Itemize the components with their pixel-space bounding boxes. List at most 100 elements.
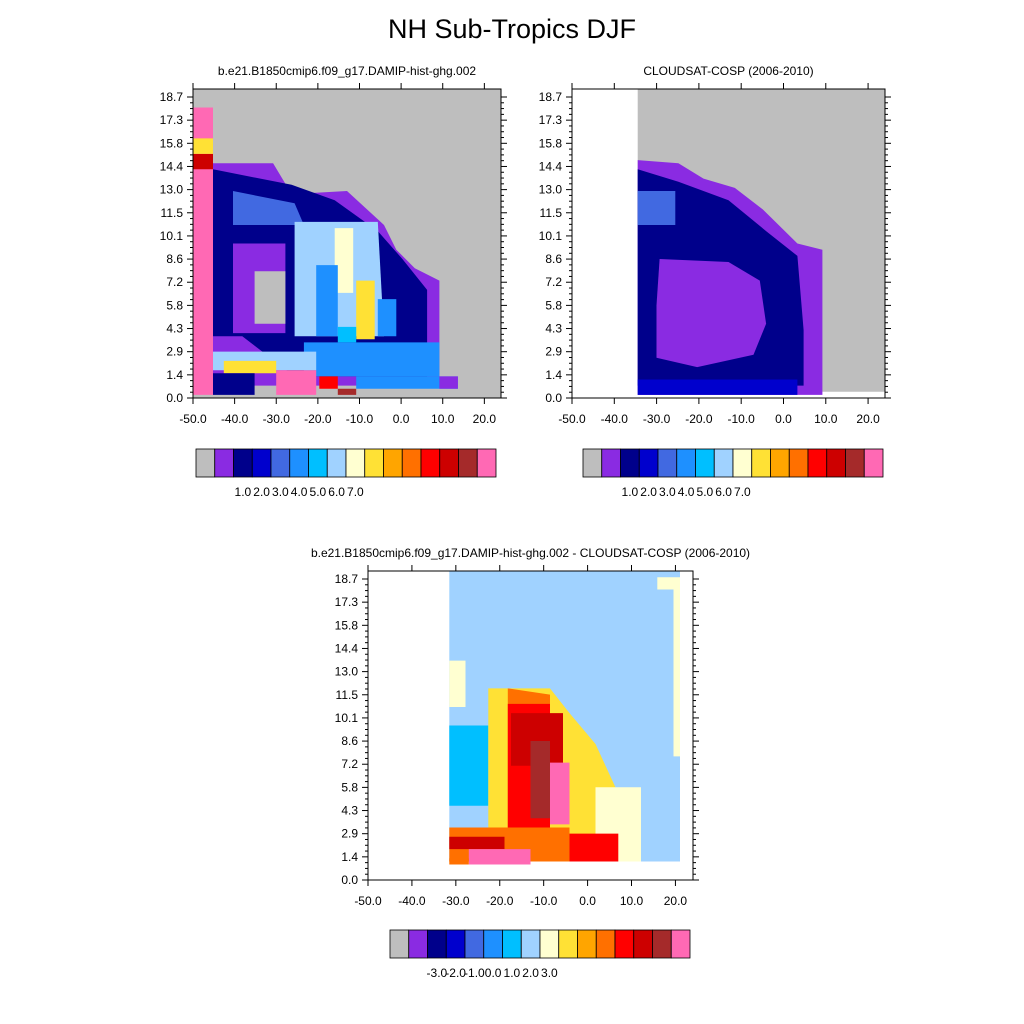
colorbar-swatch xyxy=(713,448,734,478)
y-tick-label: 8.6 xyxy=(166,252,183,266)
heatmap-region xyxy=(449,836,505,850)
heatmap-field xyxy=(449,571,680,865)
x-tick-label: -40.0 xyxy=(398,894,426,908)
y-tick-label: 15.8 xyxy=(335,618,359,632)
x-tick-label: 10.0 xyxy=(814,412,838,426)
y-tick-label: 17.3 xyxy=(160,113,184,127)
colorbar-label: 3.0 xyxy=(272,485,289,499)
x-tick-label: -50.0 xyxy=(354,894,382,908)
x-tick-label: 10.0 xyxy=(620,894,644,908)
colorbar-swatch xyxy=(620,448,640,478)
y-tick-label: 4.3 xyxy=(545,322,562,336)
heatmap-region xyxy=(569,833,619,862)
x-tick-label: -20.0 xyxy=(486,894,514,908)
panel-1: b.e21.B1850cmip6.f09_g17.DAMIP-hist-ghg.… xyxy=(160,64,507,499)
panel-3: b.e21.B1850cmip6.f09_g17.DAMIP-hist-ghg.… xyxy=(311,546,750,980)
y-tick-label: 2.9 xyxy=(341,827,358,841)
x-tick-label: -30.0 xyxy=(442,894,470,908)
y-tick-label: 0.0 xyxy=(166,391,183,405)
colorbar-swatch xyxy=(445,929,466,959)
colorbar-swatch xyxy=(345,448,366,478)
y-tick-label: 1.4 xyxy=(166,368,183,382)
x-tick-label: -40.0 xyxy=(221,412,249,426)
colorbar-label: 3.0 xyxy=(541,966,558,980)
y-tick-label: 5.8 xyxy=(166,298,183,312)
colorbar-swatch xyxy=(326,448,347,478)
y-tick-label: 7.2 xyxy=(166,275,183,289)
heatmap-region xyxy=(337,326,357,343)
heatmap-region xyxy=(193,153,213,170)
y-tick-label: 18.7 xyxy=(160,90,184,104)
colorbar-swatch xyxy=(807,448,828,478)
colorbar-swatch xyxy=(751,448,771,478)
colorbar-swatch xyxy=(826,448,846,478)
y-tick-label: 0.0 xyxy=(545,391,562,405)
heatmap-region xyxy=(223,360,277,374)
heatmap-region xyxy=(657,577,680,757)
colorbar-swatch xyxy=(788,448,809,478)
y-tick-label: 10.1 xyxy=(335,711,359,725)
colorbar-label: 2.0 xyxy=(640,485,657,499)
colorbar-swatch xyxy=(539,929,560,959)
y-tick-label: 10.1 xyxy=(539,229,563,243)
colorbar-swatch xyxy=(458,448,478,478)
panel-title: b.e21.B1850cmip6.f09_g17.DAMIP-hist-ghg.… xyxy=(311,546,750,560)
x-tick-label: 20.0 xyxy=(473,412,497,426)
colorbar-swatch xyxy=(502,929,522,959)
colorbar-label: 4.0 xyxy=(678,485,695,499)
x-tick-label: -10.0 xyxy=(346,412,374,426)
colorbar-swatch xyxy=(638,448,659,478)
panel-title: b.e21.B1850cmip6.f09_g17.DAMIP-hist-ghg.… xyxy=(218,64,476,78)
y-tick-label: 15.8 xyxy=(539,136,563,150)
colorbar-swatch xyxy=(383,448,403,478)
colorbar-swatch xyxy=(270,448,291,478)
colorbar-label: 0.0 xyxy=(485,966,502,980)
x-tick-label: 0.0 xyxy=(579,894,596,908)
y-tick-label: 2.9 xyxy=(166,345,183,359)
y-tick-label: 4.3 xyxy=(166,322,183,336)
y-tick-label: 17.3 xyxy=(539,113,563,127)
colorbar-swatch xyxy=(389,929,410,959)
x-tick-label: -50.0 xyxy=(179,412,207,426)
figure-title: NH Sub-Tropics DJF xyxy=(387,14,637,44)
x-tick-label: 10.0 xyxy=(431,412,455,426)
heatmap-field xyxy=(637,89,885,395)
colorbar-swatch xyxy=(520,929,541,959)
colorbar-label: 1.0 xyxy=(504,966,521,980)
heatmap-region xyxy=(637,379,798,395)
x-tick-label: -20.0 xyxy=(304,412,332,426)
colorbar-label: 7.0 xyxy=(347,485,364,499)
y-tick-label: 15.8 xyxy=(160,136,184,150)
heatmap-region xyxy=(356,280,375,340)
y-tick-label: 18.7 xyxy=(539,90,563,104)
colorbar-swatch xyxy=(408,929,428,959)
colorbar-swatch xyxy=(195,448,216,478)
heatmap-region xyxy=(550,762,570,825)
heatmap-field xyxy=(193,89,501,398)
heatmap-region xyxy=(449,858,469,865)
colorbar-swatch xyxy=(558,929,578,959)
y-tick-label: 13.0 xyxy=(160,183,184,197)
colorbar-swatch xyxy=(732,448,753,478)
heatmap-region xyxy=(377,299,397,337)
x-tick-label: 0.0 xyxy=(775,412,792,426)
colorbar-swatch xyxy=(233,448,253,478)
heatmap-region xyxy=(303,342,440,377)
heatmap-region xyxy=(449,660,466,707)
heatmap-region xyxy=(233,191,304,225)
colorbar-swatch xyxy=(595,929,616,959)
heatmap-region xyxy=(439,376,458,389)
heatmap-region xyxy=(356,376,458,389)
y-tick-label: 5.8 xyxy=(545,298,562,312)
y-tick-label: 7.2 xyxy=(341,757,358,771)
panel-2: CLOUDSAT-COSP (2006-2010) -50.0 -40.0 -30.0… xyxy=(539,64,891,499)
colorbar-swatch xyxy=(676,448,696,478)
colorbar-label: 6.0 xyxy=(328,485,345,499)
y-tick-label: 11.5 xyxy=(336,688,359,702)
x-tick-label: -50.0 xyxy=(558,412,586,426)
heatmap-region xyxy=(254,271,286,324)
colorbar-label: -1.0 xyxy=(464,966,485,980)
heatmap-region xyxy=(334,228,354,293)
colorbar-label: -3.0 xyxy=(427,966,448,980)
